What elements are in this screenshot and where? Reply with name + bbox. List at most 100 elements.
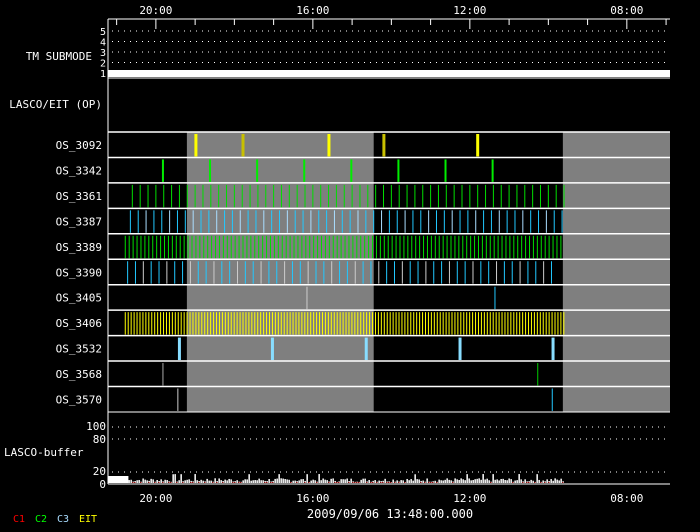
event-mark xyxy=(192,312,194,335)
buffer-level-bar xyxy=(402,480,404,483)
buffer-level-bar xyxy=(350,478,352,483)
buffer-c1-mark xyxy=(390,482,392,483)
event-mark xyxy=(398,312,400,335)
event-mark xyxy=(167,235,169,259)
event-mark xyxy=(351,312,353,335)
event-mark xyxy=(203,235,205,259)
buffer-level-bar xyxy=(400,480,402,483)
event-mark xyxy=(271,210,273,233)
buffer-level-bar xyxy=(554,478,556,483)
buffer-level-bar xyxy=(520,479,522,483)
buffer-c1-mark xyxy=(354,482,356,483)
event-mark xyxy=(142,261,144,284)
event-mark xyxy=(310,312,312,335)
event-mark xyxy=(365,210,367,233)
no-data-period xyxy=(186,386,374,412)
event-mark xyxy=(279,210,281,233)
tm-level-label: 3 xyxy=(100,48,106,59)
event-mark xyxy=(171,312,173,335)
event-mark xyxy=(242,235,244,259)
buffer-level-bar xyxy=(446,478,448,483)
event-mark xyxy=(183,235,185,259)
buffer-level-bar xyxy=(278,474,280,483)
buffer-c1-mark xyxy=(232,482,234,483)
event-mark xyxy=(208,210,210,233)
event-mark xyxy=(547,184,549,208)
bottom-tick-label: 08:00 xyxy=(610,492,643,505)
event-mark xyxy=(561,210,563,233)
buffer-level-bar xyxy=(264,480,266,483)
buffer-level-bar xyxy=(496,479,498,483)
buffer-level-bar xyxy=(256,480,258,483)
event-mark xyxy=(517,235,519,259)
event-mark xyxy=(395,312,397,335)
event-mark xyxy=(381,210,383,233)
event-mark xyxy=(145,312,147,335)
event-mark xyxy=(218,312,220,335)
legend: C1 C2 C3 EIT xyxy=(13,514,97,525)
row-os_3092: OS_3092 xyxy=(56,131,670,158)
event-mark xyxy=(540,235,542,259)
event-mark xyxy=(205,261,207,284)
buffer-level-bar xyxy=(322,478,324,483)
buffer-level-bar xyxy=(412,480,414,483)
event-mark xyxy=(514,210,516,233)
event-mark xyxy=(234,235,236,259)
event-mark xyxy=(238,235,240,259)
event-mark xyxy=(364,235,366,259)
row-os_3570: OS_3570 xyxy=(56,385,670,412)
buffer-level-bar xyxy=(244,479,246,483)
legend-item-c1: C1 xyxy=(13,514,25,525)
event-mark xyxy=(529,235,530,259)
event-mark xyxy=(525,235,527,259)
buffer-level-bar xyxy=(476,478,478,483)
event-mark xyxy=(441,261,443,284)
buffer-level-bar xyxy=(268,479,270,483)
buffer-level-bar xyxy=(250,480,252,483)
no-data-period xyxy=(186,182,374,209)
buffer-level-bar xyxy=(138,479,140,483)
event-mark xyxy=(297,235,299,259)
event-mark xyxy=(129,210,131,233)
event-mark xyxy=(265,184,267,208)
event-mark xyxy=(277,312,279,335)
event-mark xyxy=(481,235,483,259)
event-mark xyxy=(427,312,429,335)
event-mark xyxy=(390,184,392,208)
event-mark xyxy=(498,312,500,335)
bottom-time-axis: 20:00 16:00 12:00 08:00 xyxy=(108,483,670,505)
buffer-level-bar xyxy=(150,478,152,483)
event-mark xyxy=(306,286,308,310)
event-mark xyxy=(164,235,166,259)
buffer-c1-mark xyxy=(336,482,338,483)
buffer-level-bar xyxy=(196,480,198,483)
event-mark xyxy=(226,184,228,208)
event-mark xyxy=(436,312,438,335)
event-mark xyxy=(451,210,453,233)
event-mark xyxy=(462,235,464,259)
buffer-level-bar xyxy=(506,480,508,483)
date-label: 2009/09/06 13:48:00.000 xyxy=(307,507,473,521)
buffer-level-bar xyxy=(194,474,196,483)
buffer-level-bar xyxy=(406,478,408,483)
event-mark xyxy=(416,312,418,335)
event-mark xyxy=(174,312,176,335)
event-mark xyxy=(423,235,425,259)
event-mark xyxy=(336,235,338,259)
event-mark xyxy=(399,235,401,259)
buffer-level-bar xyxy=(426,478,428,483)
event-mark xyxy=(422,184,424,208)
buffer-c1-mark xyxy=(562,482,564,483)
event-mark xyxy=(433,312,435,335)
buffer-c1-mark xyxy=(348,482,350,483)
event-mark xyxy=(445,312,447,335)
event-mark xyxy=(457,312,459,335)
row-os_3405: OS_3405 xyxy=(56,283,670,311)
buffer-c1-mark xyxy=(170,482,172,483)
event-mark xyxy=(414,184,416,208)
buffer-level-bar xyxy=(542,480,544,483)
buffer-level-bar xyxy=(178,480,180,483)
event-mark xyxy=(530,210,532,233)
row-label: OS_3092 xyxy=(56,139,102,152)
